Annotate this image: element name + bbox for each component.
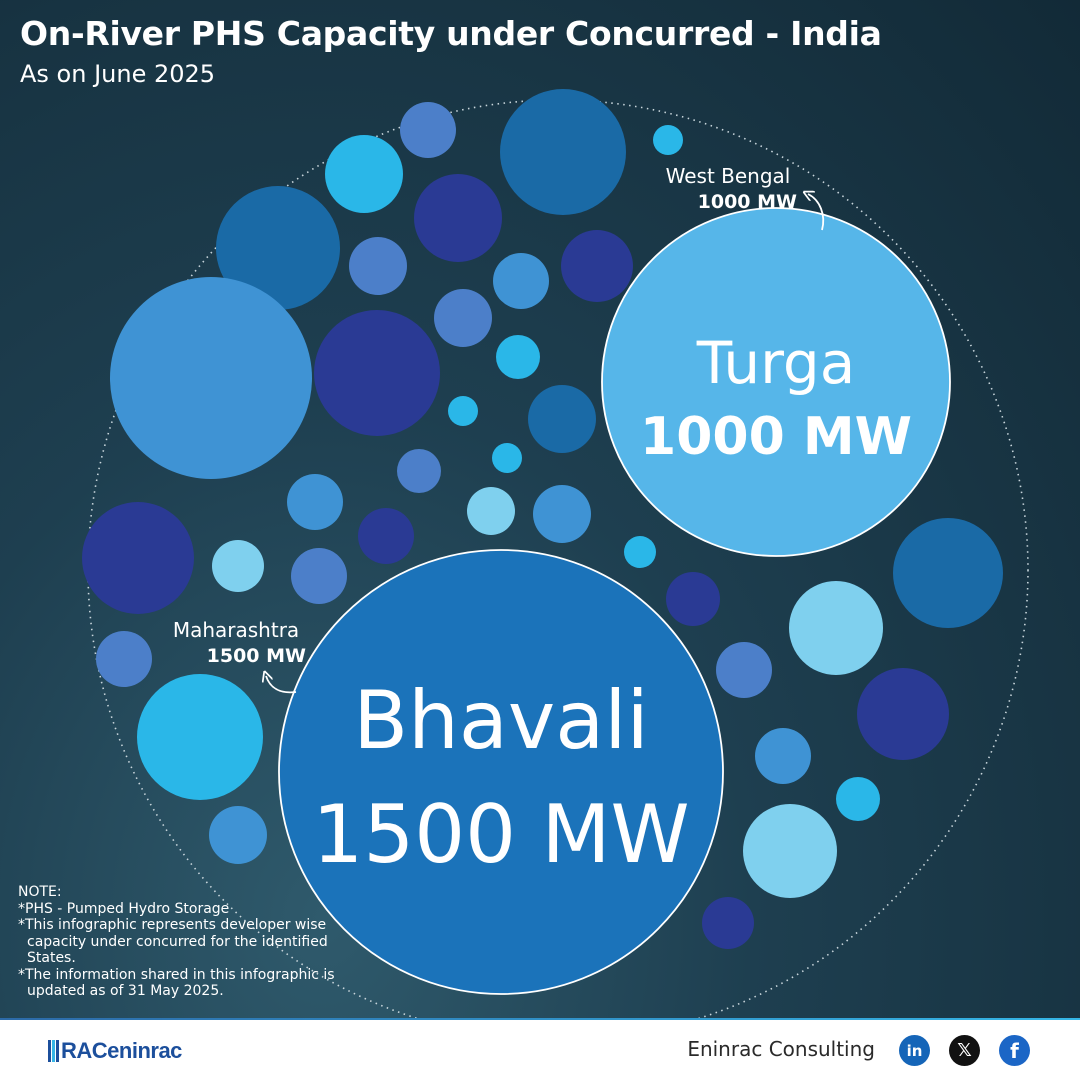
- callout-turga-state: West Bengal: [666, 164, 791, 188]
- callout-turga-arrow: [808, 194, 825, 231]
- facebook-icon[interactable]: f: [999, 1035, 1030, 1066]
- decorative-bubble: [96, 631, 152, 687]
- bubble-bhavali-value: 1500 MW: [312, 788, 689, 881]
- company-name: Eninrac Consulting: [687, 1037, 875, 1061]
- decorative-bubble: [287, 474, 343, 530]
- decorative-bubble: [82, 502, 194, 614]
- note-heading: NOTE:: [18, 884, 62, 900]
- note-list: PHS - Pumped Hydro Storage This infograp…: [18, 901, 358, 1000]
- decorative-bubble: [702, 897, 754, 949]
- decorative-bubble: [434, 289, 492, 347]
- decorative-bubble: [209, 806, 267, 864]
- decorative-bubble: [349, 237, 407, 295]
- callout-bhavali-arrow: [266, 676, 297, 694]
- bubble-turga: [601, 207, 951, 557]
- note-block: NOTE: PHS - Pumped Hydro Storage This in…: [18, 884, 358, 1000]
- decorative-bubble: [743, 804, 837, 898]
- decorative-bubble: [137, 674, 263, 800]
- decorative-bubble: [467, 487, 515, 535]
- decorative-bubble: [755, 728, 811, 784]
- linkedin-icon[interactable]: in: [899, 1035, 930, 1066]
- decorative-bubble: [492, 443, 522, 473]
- decorative-bubble: [314, 310, 440, 436]
- bubble-bhavali: [278, 549, 724, 995]
- decorative-bubble: [533, 485, 591, 543]
- decorative-bubble: [358, 508, 414, 564]
- decorative-bubble: [291, 548, 347, 604]
- decorative-bubble: [836, 777, 880, 821]
- decorative-bubble: [666, 572, 720, 626]
- decorative-bubble: [789, 581, 883, 675]
- decorative-bubble: [216, 186, 340, 310]
- decorative-bubble: [653, 125, 683, 155]
- bubble-turga-value: 1000 MW: [640, 407, 912, 467]
- note-item: This infographic represents developer wi…: [18, 917, 358, 967]
- footer: RACeninrac Eninrac Consulting in 𝕏 f: [0, 1020, 1080, 1080]
- decorative-bubble: [528, 385, 596, 453]
- decorative-bubble: [397, 449, 441, 493]
- decorative-bubble: [493, 253, 549, 309]
- decorative-bubble: [496, 335, 540, 379]
- company-logo: RACeninrac: [48, 1035, 188, 1067]
- page-title: On-River PHS Capacity under Concurred - …: [20, 14, 882, 53]
- callout-bhavali-value: 1500 MW: [207, 645, 306, 667]
- note-item: PHS - Pumped Hydro Storage: [18, 901, 358, 918]
- decorative-bubble: [561, 230, 633, 302]
- callout-turga-value: 1000 MW: [698, 191, 797, 213]
- decorative-bubble: [857, 668, 949, 760]
- decorative-bubble: [212, 540, 264, 592]
- decorative-bubble: [716, 642, 772, 698]
- decorative-bubble: [110, 277, 312, 479]
- note-item: The information shared in this infograph…: [18, 967, 358, 1000]
- bubble-bhavali-project: Bhavali: [353, 674, 648, 767]
- logo-mark-icon: [48, 1040, 59, 1062]
- decorative-bubble: [624, 536, 656, 568]
- decorative-bubble: [325, 135, 403, 213]
- decorative-bubble: [400, 102, 456, 158]
- decorative-bubble: [500, 89, 626, 215]
- decorative-bubbles: [82, 89, 1003, 949]
- bubble-turga-project: Turga: [696, 329, 856, 397]
- decorative-bubble: [448, 396, 478, 426]
- x-icon[interactable]: 𝕏: [949, 1035, 980, 1066]
- logo-wordmark: RACeninrac: [61, 1038, 182, 1063]
- decorative-bubble: [414, 174, 502, 262]
- decorative-bubble: [893, 518, 1003, 628]
- callout-bhavali-state: Maharashtra: [173, 618, 299, 642]
- page-subtitle: As on June 2025: [20, 60, 216, 88]
